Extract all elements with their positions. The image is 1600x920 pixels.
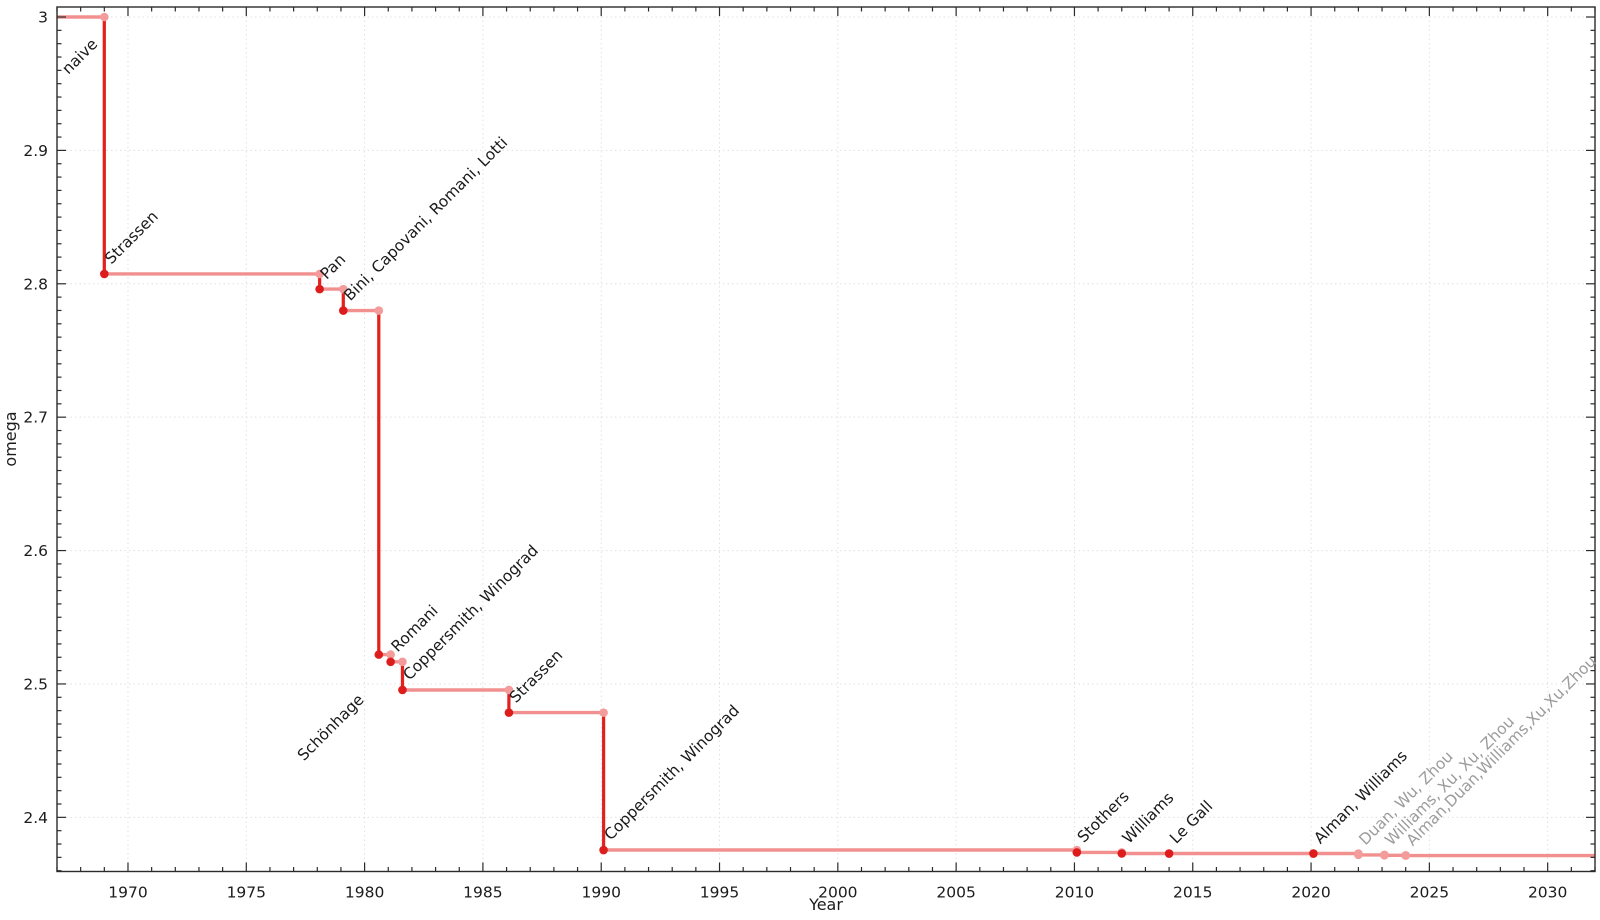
y-tick-label: 2.4 [23, 809, 48, 827]
x-tick-label: 2010 [1055, 884, 1094, 902]
data-point-marker [504, 708, 514, 717]
data-point-marker [1309, 849, 1318, 858]
step-corner-marker [339, 284, 348, 294]
data-point-marker [599, 845, 608, 855]
x-tick-label: 1985 [463, 884, 502, 902]
data-point-marker [339, 306, 348, 315]
x-tick-label: 1990 [581, 884, 620, 902]
data-point-marker [1380, 850, 1389, 860]
y-tick-label: 2.8 [23, 275, 48, 293]
x-tick-label: 1970 [108, 884, 147, 902]
x-tick-label: 2025 [1410, 884, 1449, 902]
data-point-marker [1072, 848, 1082, 857]
y-tick-label: 3 [38, 9, 48, 27]
y-tick-label: 2.7 [23, 409, 48, 427]
x-tick-label: 2015 [1173, 884, 1212, 902]
x-tick-label: 1995 [700, 884, 739, 902]
y-tick-label: 2.5 [23, 675, 48, 693]
step-corner-marker [100, 12, 109, 22]
plot-border [56, 6, 1596, 873]
x-tick-label: 1980 [345, 884, 384, 902]
data-point-marker [386, 657, 395, 667]
x-tick-label: 2020 [1291, 884, 1330, 902]
step-corner-marker [398, 657, 407, 667]
step-corner-marker [386, 650, 395, 659]
x-tick-label: 2030 [1528, 884, 1567, 902]
data-point-marker [1164, 849, 1174, 858]
step-corner-marker [315, 269, 324, 279]
x-tick-label: 2005 [936, 884, 975, 902]
data-point-marker [1354, 850, 1363, 860]
y-tick-label: 2.9 [23, 142, 48, 160]
x-axis-title: Year [808, 895, 843, 914]
data-point-marker [1401, 851, 1411, 860]
data-point-marker [374, 650, 384, 659]
y-axis-title: omega [1, 411, 20, 466]
x-tick-label: 1975 [227, 884, 266, 902]
step-corner-marker [504, 685, 514, 695]
data-point-marker [100, 269, 109, 279]
data-point-marker [1117, 849, 1127, 858]
y-tick-label: 2.6 [23, 542, 48, 560]
x-tick-label: 2000 [818, 884, 857, 902]
step-corner-marker [374, 306, 384, 315]
step-corner-marker [599, 708, 608, 717]
data-point-marker [398, 685, 407, 695]
data-point-marker [315, 284, 324, 294]
